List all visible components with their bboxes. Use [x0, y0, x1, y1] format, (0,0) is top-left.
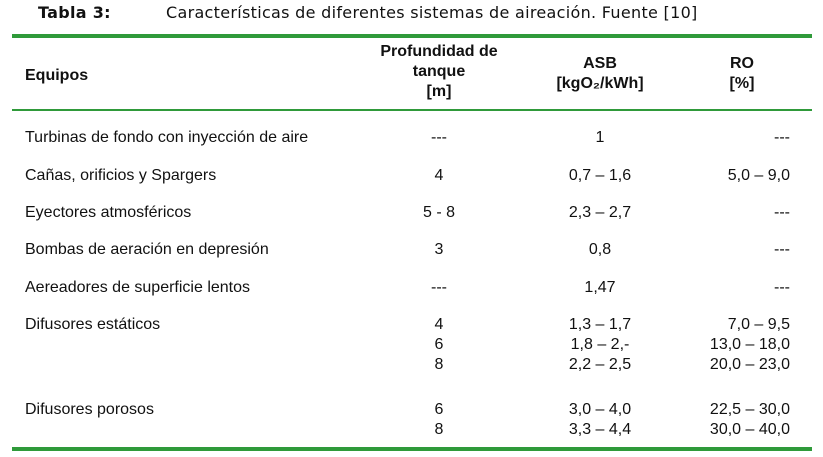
row-asb: 2,3 – 2,7: [568, 204, 632, 221]
row-profundidad: 3: [434, 241, 444, 258]
row-profundidad: ---: [431, 129, 447, 146]
row-asb: 1,3 – 1,7 1,8 – 2,- 2,2 – 2,5: [548, 315, 652, 375]
header-asb-line: [kgO₂/kWh]: [556, 75, 644, 92]
table-bottom-rule: [12, 447, 812, 451]
header-asb-line: ASB: [583, 55, 617, 72]
row-profundidad: 4: [434, 167, 444, 184]
row-asb: 3,0 – 4,0 3,3 – 4,4: [548, 400, 652, 440]
table-top-rule: [12, 34, 812, 38]
row-equipo: Aereadores de superficie lentos: [25, 279, 251, 296]
header-equipos: Equipos: [25, 67, 89, 84]
header-profundidad: Profundidad de tanque [m]: [365, 42, 513, 102]
row-asb: 1,47: [584, 279, 616, 296]
row-asb-value: 2,2 – 2,5: [568, 356, 632, 373]
row-profundidad: 4 6 8: [400, 315, 478, 375]
caption-text: Características de diferentes sistemas d…: [166, 3, 698, 22]
row-ro-value: 7,0 – 9,5: [727, 316, 790, 333]
row-asb: 1: [595, 129, 605, 146]
row-asb-value: 1,8 – 2,-: [570, 336, 630, 353]
row-asb-value: 3,0 – 4,0: [568, 401, 632, 418]
row-ro: 5,0 – 9,0: [727, 167, 790, 184]
row-ro-value: 20,0 – 23,0: [709, 356, 790, 373]
row-equipo: Turbinas de fondo con inyección de aire: [25, 129, 309, 146]
header-asb: ASB [kgO₂/kWh]: [540, 54, 660, 94]
row-asb-value: 1,3 – 1,7: [568, 316, 632, 333]
row-profundidad: 5 - 8: [422, 204, 455, 221]
row-profundidad-value: 8: [434, 421, 444, 438]
row-ro: ---: [774, 204, 790, 221]
row-profundidad-value: 8: [434, 356, 444, 373]
row-equipo: Difusores estáticos: [25, 316, 161, 333]
row-equipo: Cañas, orificios y Spargers: [25, 167, 217, 184]
row-ro: ---: [774, 279, 790, 296]
row-equipo: Difusores porosos: [25, 401, 154, 418]
caption-label: Tabla 3:: [38, 3, 111, 22]
row-asb-value: 3,3 – 4,4: [568, 421, 632, 438]
row-ro-value: 22,5 – 30,0: [709, 401, 790, 418]
row-profundidad-value: 6: [434, 401, 444, 418]
header-profundidad-line: tanque: [412, 63, 466, 80]
header-divider-rule: [12, 109, 812, 111]
row-equipo: Bombas de aeración en depresión: [25, 241, 269, 258]
row-ro: 22,5 – 30,0 30,0 – 40,0: [690, 400, 790, 440]
row-ro: ---: [774, 241, 790, 258]
row-ro: ---: [774, 129, 790, 146]
header-profundidad-line: [m]: [426, 83, 452, 100]
row-profundidad: ---: [431, 279, 447, 296]
header-ro-line: [%]: [729, 75, 755, 92]
header-profundidad-line: Profundidad de: [380, 43, 498, 60]
row-ro: 7,0 – 9,5 13,0 – 18,0 20,0 – 23,0: [690, 315, 790, 375]
table-caption: Tabla 3: Características de diferentes si…: [38, 3, 698, 22]
row-asb: 0,8: [588, 241, 612, 258]
row-asb: 0,7 – 1,6: [568, 167, 632, 184]
row-profundidad-value: 6: [434, 336, 444, 353]
row-profundidad-value: 4: [434, 316, 444, 333]
row-ro-value: 30,0 – 40,0: [709, 421, 790, 438]
row-profundidad: 6 8: [400, 400, 478, 440]
header-ro: RO [%]: [700, 54, 784, 94]
row-ro-value: 13,0 – 18,0: [709, 336, 790, 353]
row-equipo: Eyectores atmosféricos: [25, 204, 192, 221]
header-ro-line: RO: [730, 55, 754, 72]
